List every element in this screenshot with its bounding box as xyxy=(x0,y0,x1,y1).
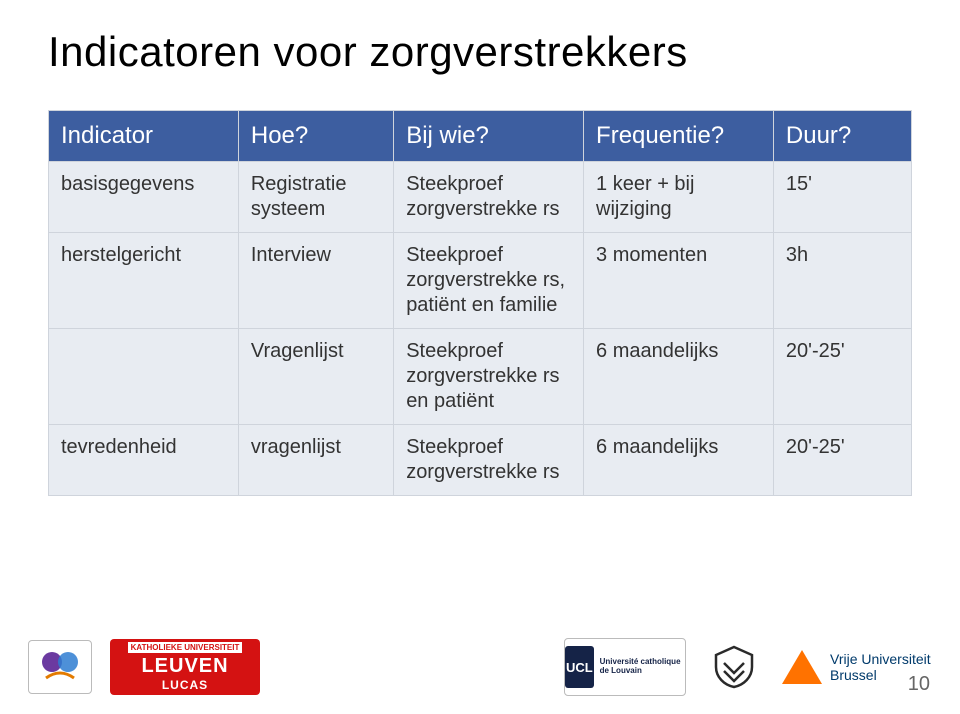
th-bijwie: Bij wie? xyxy=(394,111,584,162)
cell-bijwie: Steekproef zorgverstrekke rs xyxy=(394,425,584,496)
page-number: 10 xyxy=(908,673,930,696)
cell-duur: 15' xyxy=(773,162,911,233)
indicators-table: Indicator Hoe? Bij wie? Frequentie? Duur… xyxy=(48,110,912,496)
cell-duur: 20'-25' xyxy=(773,329,911,425)
th-hoe: Hoe? xyxy=(238,111,393,162)
th-duur: Duur? xyxy=(773,111,911,162)
cell-bijwie: Steekproef zorgverstrekke rs en patiënt xyxy=(394,329,584,425)
leuven-logo-icon: KATHOLIEKE UNIVERSITEIT LEUVEN LUCAS xyxy=(110,639,260,695)
leuven-sub: LUCAS xyxy=(162,678,208,692)
cell-freq: 3 momenten xyxy=(584,233,774,329)
cell-freq: 6 maandelijks xyxy=(584,329,774,425)
table-row: herstelgericht Interview Steekproef zorg… xyxy=(49,233,912,329)
footer-logos: KATHOLIEKE UNIVERSITEIT LEUVEN LUCAS UCL… xyxy=(0,632,960,714)
cell-indicator: tevredenheid xyxy=(49,425,239,496)
cell-bijwie: Steekproef zorgverstrekke rs, patiënt en… xyxy=(394,233,584,329)
table-row: basisgegevens Registratie systeem Steekp… xyxy=(49,162,912,233)
cell-indicator: herstelgericht xyxy=(49,233,239,329)
table-row: tevredenheid vragenlijst Steekproef zorg… xyxy=(49,425,912,496)
ucl-logo-icon: UCL Université catholique de Louvain xyxy=(564,638,686,696)
cell-hoe: Vragenlijst xyxy=(238,329,393,425)
slide-title: Indicatoren voor zorgverstrekkers xyxy=(48,28,912,76)
shield-logo-icon xyxy=(704,642,764,692)
leuven-top: KATHOLIEKE UNIVERSITEIT xyxy=(128,642,243,653)
leuven-big: LEUVEN xyxy=(141,655,228,678)
vub-triangle-icon xyxy=(782,650,822,684)
th-freq: Frequentie? xyxy=(584,111,774,162)
partner-logo-icon xyxy=(28,640,92,694)
cell-hoe: vragenlijst xyxy=(238,425,393,496)
ucl-mark: UCL xyxy=(565,646,594,688)
table-header-row: Indicator Hoe? Bij wie? Frequentie? Duur… xyxy=(49,111,912,162)
cell-indicator: basisgegevens xyxy=(49,162,239,233)
cell-bijwie: Steekproef zorgverstrekke rs xyxy=(394,162,584,233)
cell-freq: 6 maandelijks xyxy=(584,425,774,496)
cell-indicator xyxy=(49,329,239,425)
th-indicator: Indicator xyxy=(49,111,239,162)
ucl-text: Université catholique de Louvain xyxy=(600,658,685,676)
cell-duur: 20'-25' xyxy=(773,425,911,496)
cell-duur: 3h xyxy=(773,233,911,329)
table-row: Vragenlijst Steekproef zorgverstrekke rs… xyxy=(49,329,912,425)
cell-freq: 1 keer + bij wijziging xyxy=(584,162,774,233)
cell-hoe: Registratie systeem xyxy=(238,162,393,233)
cell-hoe: Interview xyxy=(238,233,393,329)
